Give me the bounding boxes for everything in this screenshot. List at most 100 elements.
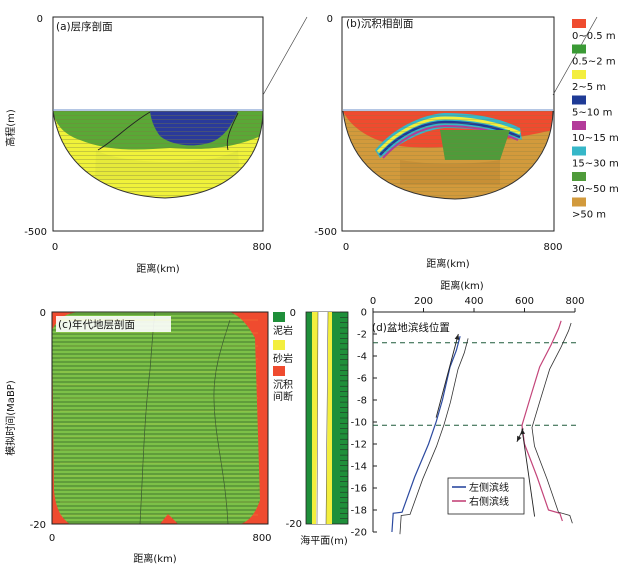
legend-c-swatch-1 xyxy=(273,340,285,350)
panel-d-xtick-label-4: 800 xyxy=(565,296,584,307)
panel-c-x-right: 800 xyxy=(252,533,271,544)
panel-c-y-top: 0 xyxy=(40,308,46,319)
panel-a-y-bottom: -500 xyxy=(24,227,47,238)
panel-d-xtick-label-2: 400 xyxy=(464,296,483,307)
panel-a-ylabel: 高程(m) xyxy=(4,109,17,147)
panel-b-frame xyxy=(341,16,555,232)
legend-b-label-3: 5~10 m xyxy=(572,108,612,119)
legend-b-label-6: 30~50 m xyxy=(572,184,619,195)
panel-d-arrowhead-2 xyxy=(520,428,526,435)
panel-a-frame xyxy=(52,16,264,232)
panel-d-ytick-label-9: -18 xyxy=(351,506,367,517)
legend-b-label-7: >50 m xyxy=(572,210,606,221)
panel-a-x-left: 0 xyxy=(52,242,58,253)
panel-b-x-left: 0 xyxy=(343,242,349,253)
panel-b-title: (b)沉积相剖面 xyxy=(346,17,413,30)
panel-d-xtick-label-0: 0 xyxy=(370,296,376,307)
panel-c-y-bottom: -20 xyxy=(30,520,46,531)
panel-d-series-1 xyxy=(521,320,563,522)
panel-c-ylabel: 模拟时间(MaBP) xyxy=(4,380,17,456)
panel-c-title-bg xyxy=(56,316,171,332)
panel-b-xlabel: 距离(km) xyxy=(426,257,469,270)
panel-d-series-0 xyxy=(391,336,461,533)
panel-d-ytick-label-7: -14 xyxy=(351,462,367,473)
sea-level-column: 0 -20 海平面(m) xyxy=(286,308,349,547)
panel-a-left-boundary xyxy=(97,111,151,151)
panel-b-legend: 0~0.5 m 0.5~2 m 2~5 m 5~10 m 10~15 m 15~30 m 3… xyxy=(572,19,619,221)
panel-d-series-1-trend xyxy=(531,322,573,524)
panel-d-ytick-label-3: -6 xyxy=(357,374,367,385)
panel-b-basin-fill xyxy=(343,111,553,199)
panel-d-ytick-label-8: -16 xyxy=(351,484,367,495)
panel-b-y-top: 0 xyxy=(327,14,333,25)
panel-a: 0 -500 0 800 距离(km) 高程(m) (a)层序剖面 xyxy=(4,14,272,275)
panel-a-xlabel: 距离(km) xyxy=(136,262,179,275)
panel-d-arrow-0 xyxy=(435,333,459,418)
panel-c-xlabel: 距离(km) xyxy=(133,552,176,565)
panel-d-ytick-label-10: -20 xyxy=(351,528,367,539)
panel-d-arrowhead-0 xyxy=(454,334,460,340)
panel-c: (c)年代地层剖面 0 -20 0 800 距离(km) 模拟时间(MaBP) … xyxy=(4,308,349,565)
panel-b-overflow-line xyxy=(552,16,598,96)
legend-b-swatch-6 xyxy=(572,172,586,181)
legend-b-swatch-0 xyxy=(572,19,586,28)
panel-d-xtick-label-1: 200 xyxy=(414,296,433,307)
panel-d-ytick-label-6: -12 xyxy=(351,440,367,451)
panel-d-xlabel: 距离(km) xyxy=(440,279,483,292)
panel-d-arrowhead-1 xyxy=(516,435,522,442)
legend-b-swatch-7 xyxy=(572,197,586,207)
panel-d-ytick-label-0: 0 xyxy=(361,308,367,319)
legend-b-swatch-3 xyxy=(572,95,586,105)
legend-c-label-0: 泥岩 xyxy=(273,324,293,337)
panel-b-basement xyxy=(342,110,554,200)
legend-b-swatch-4 xyxy=(572,121,586,130)
panel-d: 距离(km) (d)盆地滨线位置 0 200 400 600 800 0 -2 -4 -6 -8 -… xyxy=(351,279,585,539)
panel-c-title: (c)年代地层剖面 xyxy=(58,318,135,331)
panel-b-y-bottom: -500 xyxy=(314,227,337,238)
legend-b-swatch-5 xyxy=(572,146,586,156)
panel-d-axes: 0 200 400 600 800 0 -2 -4 -6 -8 -10 -12 -14 -16 -18 -20 xyxy=(351,296,585,539)
panel-a-y-top: 0 xyxy=(37,14,43,25)
panel-d-ytick-label-2: -4 xyxy=(357,352,367,363)
legend-c-label-2: 沉积 xyxy=(273,378,293,391)
panel-b-x-right: 800 xyxy=(543,242,562,253)
panel-a-basin-fill xyxy=(53,111,263,198)
panel-d-xtick-label-3: 600 xyxy=(515,296,534,307)
panel-d-series-0-trend xyxy=(399,338,469,535)
panel-a-overflow-line xyxy=(262,16,308,96)
legend-b-label-1: 0.5~2 m xyxy=(572,57,616,68)
legend-c-label-1: 砂岩 xyxy=(273,352,293,365)
panel-a-title: (a)层序剖面 xyxy=(56,20,113,33)
panel-d-lines xyxy=(391,320,573,535)
panel-d-ytick-label-4: -8 xyxy=(357,396,367,407)
legend-b-swatch-1 xyxy=(572,44,586,54)
legend-c-swatch-0 xyxy=(273,312,285,322)
sea-level-y-top: 0 xyxy=(290,308,296,319)
panel-b: 0 -500 0 800 距离(km) (b)沉积相剖面 0~0.5 m 0.5~… xyxy=(262,14,619,270)
panel-d-legend-label-0: 左侧滨线 xyxy=(469,481,509,494)
sea-level-y-bottom: -20 xyxy=(286,519,302,530)
panel-d-legend-label-1: 右侧滨线 xyxy=(469,495,509,508)
legend-b-label-2: 2~5 m xyxy=(572,82,606,93)
legend-c-label-2-b: 间断 xyxy=(273,390,293,403)
panel-c-right-trend xyxy=(213,319,231,525)
panel-c-x-left: 0 xyxy=(49,533,55,544)
panel-d-arrow-2 xyxy=(521,428,536,517)
legend-b-swatch-2 xyxy=(572,70,586,79)
panel-d-ytick-label-5: -10 xyxy=(351,418,367,429)
sea-level-label: 海平面(m) xyxy=(300,534,348,547)
panel-c-bottom-hiatus xyxy=(160,514,178,524)
legend-b-label-5: 15~30 m xyxy=(572,159,619,170)
panel-a-right-boundary xyxy=(226,112,239,151)
legend-c-swatch-2 xyxy=(273,366,285,376)
panel-a-x-right: 800 xyxy=(252,242,271,253)
panel-a-basement xyxy=(52,110,264,199)
legend-b-label-0: 0~0.5 m xyxy=(572,31,616,42)
panel-d-legend-box xyxy=(447,477,525,515)
panel-d-title: (d)盆地滨线位置 xyxy=(372,321,450,334)
panel-c-frame xyxy=(51,311,269,525)
panel-c-strata-lines xyxy=(52,312,260,524)
